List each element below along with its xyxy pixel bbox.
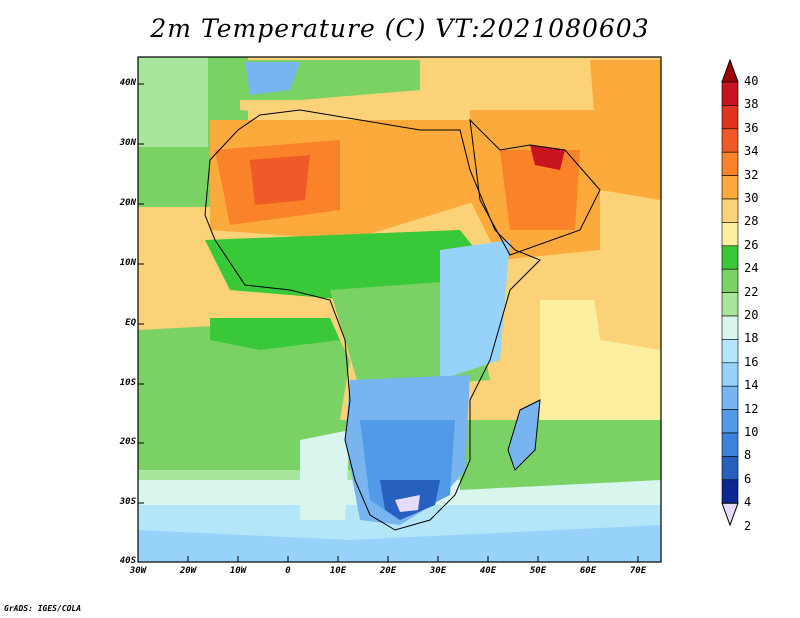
lat-label-eq: EQ: [125, 318, 136, 328]
colorbar-segment: [721, 292, 739, 317]
lon-label-30w: 30W: [129, 566, 147, 576]
lat-label-30n: 30N: [119, 138, 136, 148]
colorbar-segment: [721, 222, 739, 247]
lon-label-20w: 20W: [179, 566, 197, 576]
colorbar-tick-label: 14: [744, 378, 759, 393]
zone-indian-ocean-green: [460, 420, 661, 490]
colorbar-tick-label: 2: [744, 518, 752, 533]
zone-iran: [590, 60, 661, 200]
madagascar-coastline: [507, 399, 541, 471]
lat-label-20n: 20N: [119, 198, 136, 208]
colorbar-tick-label: 16: [744, 354, 759, 369]
colorbar-tick-label: 36: [744, 120, 759, 135]
colorbar: [721, 58, 739, 527]
zone-indian-ocean-warm: [590, 240, 661, 350]
colorbar-segment: [721, 385, 739, 410]
zone-lesotho: [395, 495, 420, 512]
colorbar-segment: [721, 198, 739, 223]
colorbar-segment: [721, 151, 739, 176]
colorbar-tick-label: 10: [744, 425, 759, 439]
colorbar-tick-label: 4: [744, 495, 752, 510]
colorbar-segment: [721, 175, 739, 200]
colorbar-tick-label: 34: [744, 144, 759, 159]
colorbar-tick-label: 12: [744, 401, 759, 416]
colorbar-segment: [721, 362, 739, 387]
africa-coastline: [204, 109, 541, 531]
lon-label-70e: 70E: [629, 566, 647, 576]
colorbar-segment: [721, 245, 739, 270]
colorbar-segment: [721, 479, 739, 504]
colorbar-tick-label: 32: [744, 167, 759, 182]
colorbar-tick-label: 20: [744, 308, 759, 322]
colorbar-tick-label: 26: [744, 237, 759, 252]
lon-label-30e: 30E: [429, 566, 447, 576]
zone-persian-gulf: [530, 145, 565, 170]
colorbar-segment: [721, 315, 739, 340]
footer-credit: GrADS: IGES/COLA: [4, 604, 82, 613]
map-title: 2m Temperature (C) VT:2021080603: [150, 14, 650, 43]
zone-east-highlands: [440, 240, 510, 380]
zone-atlantic-north-light: [138, 57, 208, 147]
colorbar-tick-label: 8: [744, 448, 752, 463]
zone-south-coldest: [138, 525, 661, 562]
lat-label-40n: 40N: [119, 78, 136, 88]
colorbar-segment-top: [721, 58, 739, 83]
zone-benguela-cold: [300, 430, 350, 520]
lon-label-10w: 10W: [229, 566, 247, 576]
lat-label-40s: 40S: [119, 556, 136, 566]
lon-label-50e: 50E: [529, 566, 547, 576]
lon-label-60e: 60E: [579, 566, 597, 576]
lat-label-30s: 30S: [119, 497, 136, 507]
colorbar-segment: [721, 128, 739, 153]
colorbar-tick-label: 18: [744, 331, 759, 346]
colorbar-tick-label: 38: [744, 97, 759, 112]
lat-label-20s: 20S: [119, 437, 136, 447]
colorbar-tick-label: 24: [744, 261, 759, 276]
colorbar-segment: [721, 432, 739, 457]
colorbar-segment: [721, 456, 739, 481]
colorbar-tick-label: 40: [744, 74, 759, 88]
colorbar-segment: [721, 81, 739, 106]
lon-label-40e: 40E: [479, 566, 497, 576]
lat-label-10s: 10S: [119, 378, 136, 388]
colorbar-segment: [721, 339, 739, 364]
colorbar-segment: [721, 105, 739, 130]
arabia-coastline: [469, 118, 601, 256]
colorbar-segment-bottom: [721, 502, 739, 527]
zone-europe-cool: [245, 62, 300, 95]
lat-label-10n: 10N: [119, 258, 136, 268]
lon-label-10e: 10E: [329, 566, 347, 576]
colorbar-tick-label: 30: [744, 191, 759, 205]
map-ticks: [138, 83, 639, 562]
colorbar-segment: [721, 268, 739, 293]
map-frame: [137, 56, 662, 563]
colorbar-tick-label: 28: [744, 214, 759, 229]
lon-label-20e: 20E: [379, 566, 397, 576]
colorbar-segment: [721, 409, 739, 434]
zone-atlantic-equatorial-dark: [210, 318, 340, 350]
colorbar-tick-label: 6: [744, 471, 752, 486]
zone-sahara-hottest: [250, 155, 310, 205]
colorbar-tick-label: 22: [744, 284, 759, 299]
lon-label-0: 0: [285, 566, 291, 576]
